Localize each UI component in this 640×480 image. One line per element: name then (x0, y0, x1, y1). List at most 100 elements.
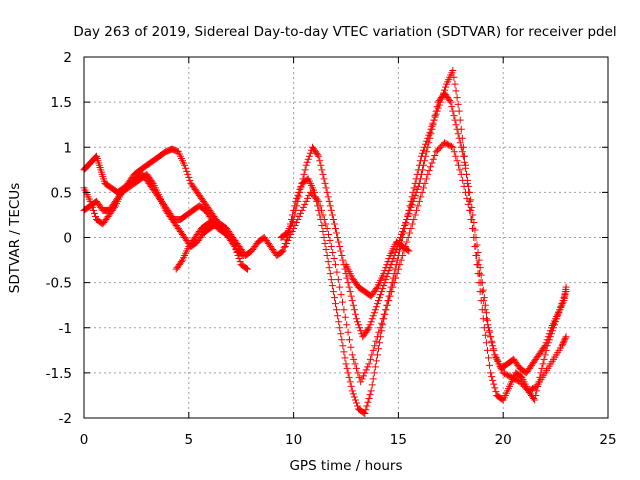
data-point (425, 139, 433, 147)
data-point (366, 355, 374, 363)
data-point (357, 327, 365, 335)
data-point (422, 152, 430, 160)
data-point (359, 372, 367, 380)
data-point (337, 247, 345, 255)
data-point (329, 288, 337, 296)
data-point (562, 283, 570, 291)
data-point (446, 97, 454, 105)
data-point (332, 300, 340, 308)
data-point (301, 200, 309, 208)
series-track-6 (281, 139, 570, 395)
data-point (419, 149, 427, 157)
data-point (454, 161, 462, 169)
data-point (351, 396, 359, 404)
data-point (412, 188, 420, 196)
data-point (285, 234, 293, 241)
data-point (463, 194, 471, 202)
data-point (293, 202, 301, 210)
data-point (344, 369, 352, 377)
data-point (329, 249, 337, 257)
data-point (334, 234, 342, 241)
data-point (349, 390, 357, 398)
data-point (182, 164, 190, 172)
data-point (344, 328, 352, 336)
data-point (325, 230, 333, 238)
data-point (407, 224, 415, 232)
data-point (183, 167, 191, 175)
data-point (442, 83, 450, 91)
data-point (372, 337, 380, 345)
data-point (177, 258, 185, 266)
data-point (429, 155, 437, 163)
data-point (326, 270, 334, 278)
data-point (480, 297, 488, 305)
data-point (384, 258, 392, 266)
data-point (287, 230, 295, 238)
data-point (328, 282, 336, 290)
data-marks (80, 67, 570, 417)
data-point (480, 294, 488, 302)
data-point (470, 234, 478, 241)
data-point (389, 283, 397, 291)
data-point (479, 286, 487, 294)
data-point (418, 188, 426, 196)
data-point (447, 98, 455, 106)
data-point (386, 292, 394, 300)
data-point (371, 342, 379, 350)
data-point (380, 270, 388, 278)
data-point (396, 234, 404, 241)
data-point (430, 116, 438, 124)
data-point (410, 184, 418, 192)
data-point (473, 252, 481, 260)
data-point (280, 243, 288, 251)
data-point (368, 381, 376, 389)
data-point (336, 283, 344, 291)
data-point (481, 331, 489, 339)
data-point (402, 218, 410, 226)
data-point (378, 288, 386, 296)
data-point (374, 345, 382, 353)
data-point (336, 324, 344, 332)
data-point (431, 112, 439, 120)
data-point (288, 227, 296, 235)
data-point (495, 360, 503, 368)
data-point (364, 398, 372, 406)
data-point (485, 324, 493, 332)
data-point (304, 155, 312, 163)
data-point (397, 256, 405, 264)
data-point (299, 203, 307, 211)
data-point (405, 209, 413, 217)
data-point (474, 249, 482, 257)
data-point (343, 364, 351, 372)
data-point (488, 373, 496, 381)
data-point (498, 366, 506, 374)
data-point (381, 267, 389, 275)
data-point (351, 310, 359, 318)
data-point (294, 197, 302, 205)
data-point (532, 391, 540, 399)
data-point (369, 346, 377, 354)
data-point (322, 184, 330, 192)
data-point (291, 221, 299, 229)
data-point (482, 315, 490, 323)
data-point (404, 246, 412, 254)
data-point (318, 206, 326, 214)
data-point (411, 191, 419, 199)
data-point (348, 297, 356, 305)
data-point (321, 240, 329, 248)
data-point (450, 112, 458, 120)
data-point (348, 387, 356, 395)
data-point (558, 342, 566, 350)
y-tick-label: -0.5 (46, 276, 72, 292)
data-point (431, 152, 439, 160)
data-point (531, 396, 539, 404)
x-tick-label: 25 (599, 432, 616, 448)
data-point (380, 282, 388, 290)
data-point (427, 163, 435, 171)
data-point (322, 220, 330, 228)
data-point (320, 215, 328, 223)
data-point (482, 309, 490, 317)
data-point (404, 234, 412, 241)
data-point (314, 151, 322, 159)
data-point (352, 315, 360, 323)
